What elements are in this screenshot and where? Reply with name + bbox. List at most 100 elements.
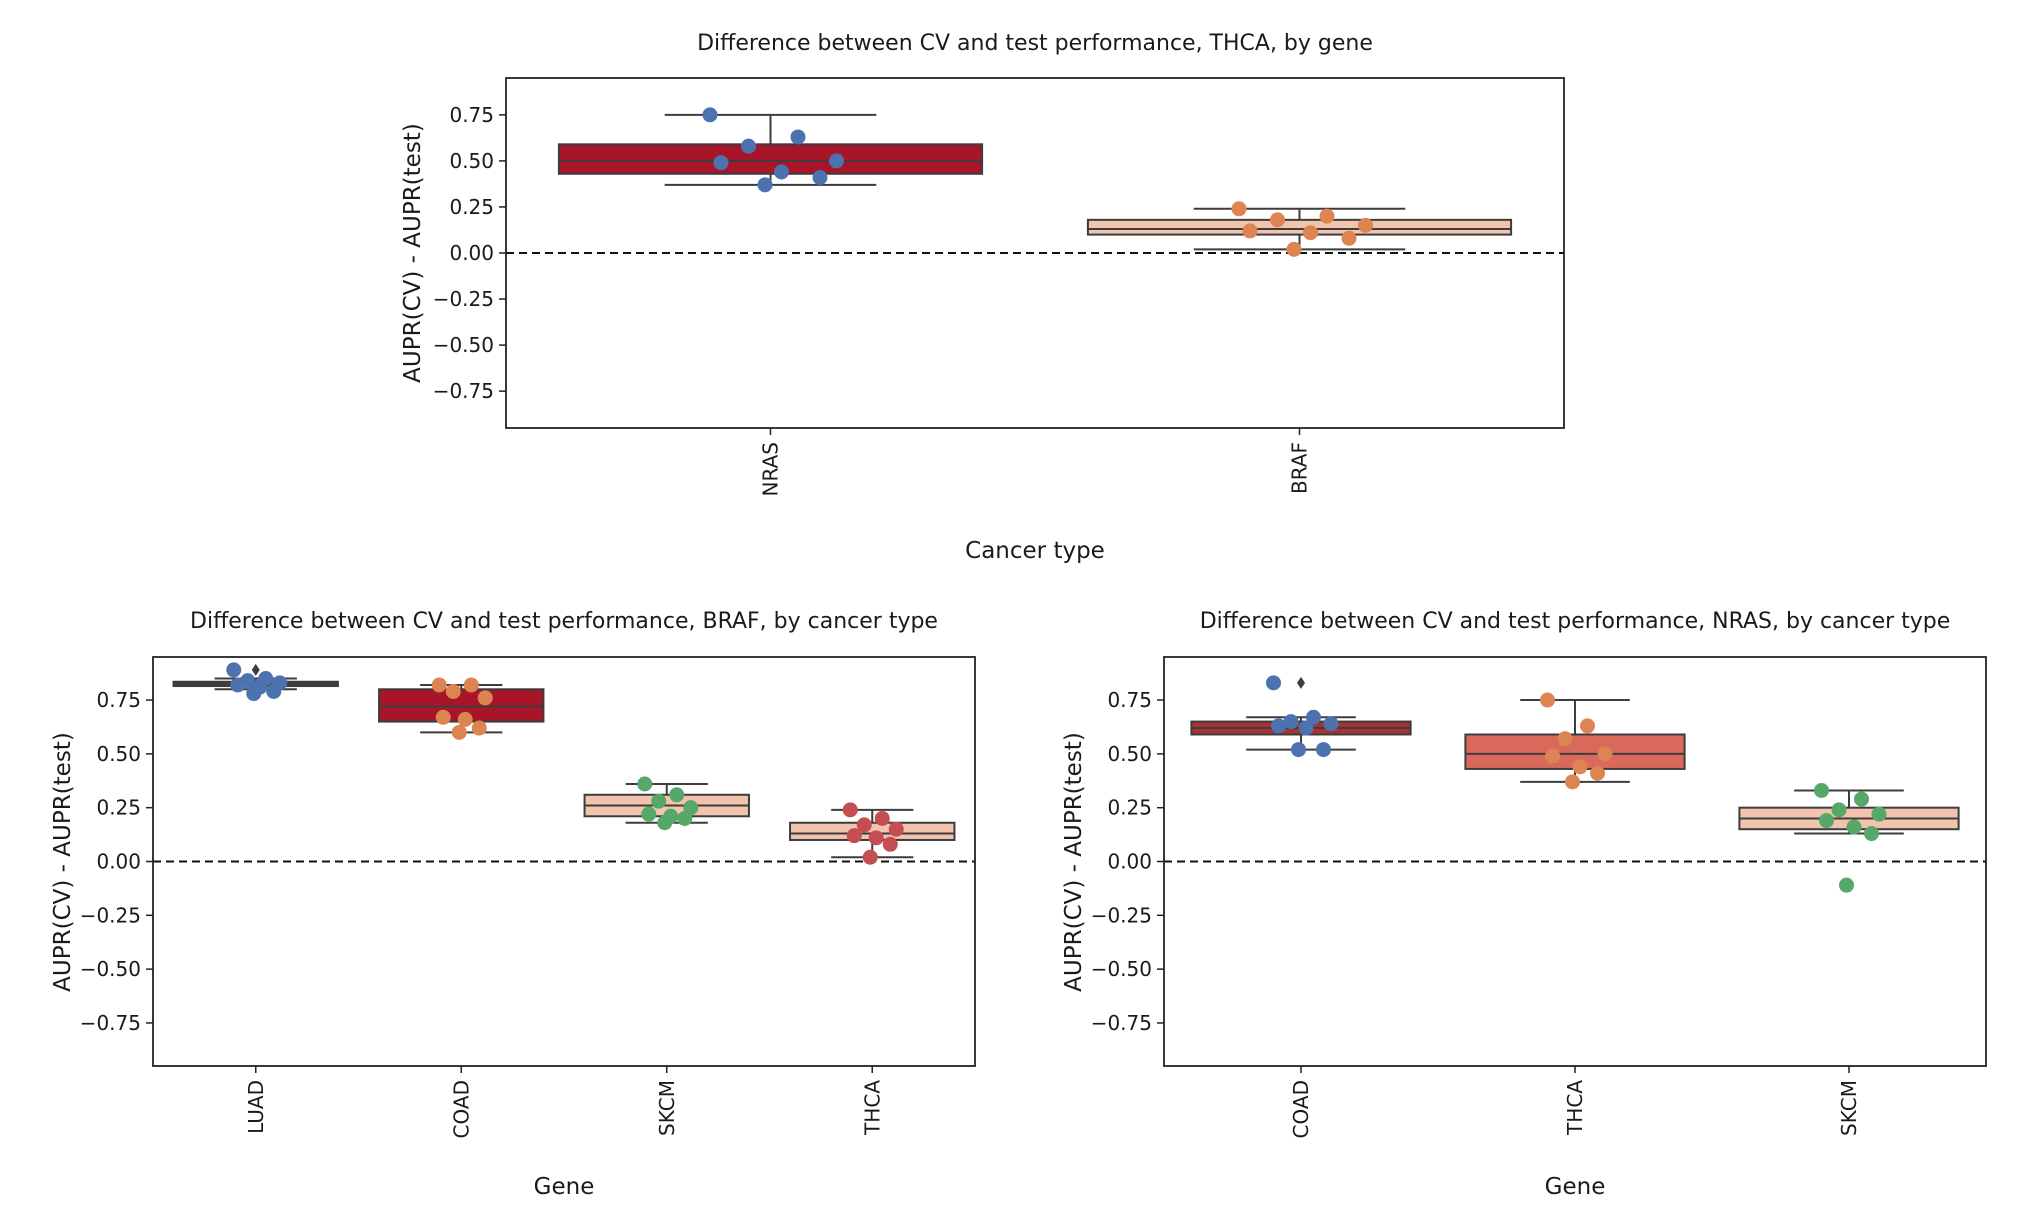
y-tick-label: 0.00 — [1107, 850, 1152, 874]
chart-title: Difference between CV and test performan… — [697, 31, 1373, 56]
axes-frame — [505, 77, 1565, 429]
data-point — [677, 810, 693, 826]
chart-title: Difference between CV and test performan… — [1200, 609, 1951, 634]
data-point — [651, 793, 667, 809]
data-point — [829, 153, 844, 169]
data-point — [874, 810, 890, 826]
y-tick-label: −0.50 — [1091, 957, 1152, 981]
data-point — [741, 138, 756, 154]
data-point — [1266, 675, 1281, 691]
data-point — [435, 709, 451, 725]
x-tick-label: BRAF — [1288, 442, 1312, 494]
data-point — [445, 683, 461, 699]
plot-area: −0.75 −0.50 −0.25 0.00 0.25 0.50 0.75 NRAS BRAF — [433, 77, 1565, 496]
data-point — [1286, 241, 1302, 257]
y-axis-label: AUPR(CV) - AUPR(test) — [400, 123, 426, 383]
data-point — [1271, 718, 1286, 734]
data-point — [790, 129, 806, 145]
data-point — [457, 711, 473, 727]
data-point — [1590, 765, 1605, 781]
x-tick-label: THCA — [860, 1080, 884, 1136]
data-point — [1565, 774, 1580, 790]
data-point — [1319, 208, 1335, 224]
data-point — [1572, 759, 1588, 775]
data-point — [230, 677, 246, 693]
data-point — [1864, 826, 1879, 842]
chart-thca-by-gene: Difference between CV and test performan… — [400, 31, 1565, 564]
data-point — [888, 821, 904, 837]
data-point — [856, 817, 872, 833]
data-point — [669, 787, 685, 803]
data-point — [812, 169, 828, 185]
data-point — [1270, 212, 1285, 228]
x-tick-label: LUAD — [244, 1080, 268, 1134]
data-point — [757, 177, 773, 193]
data-point — [1231, 201, 1247, 217]
data-point — [431, 677, 447, 693]
data-point — [641, 806, 657, 822]
y-tick-label: −0.25 — [80, 903, 141, 927]
x-tick-label: NRAS — [759, 442, 783, 496]
data-point — [1291, 742, 1306, 758]
data-point — [1540, 692, 1555, 708]
y-tick-label: 0.50 — [96, 742, 141, 766]
data-point — [713, 155, 729, 171]
y-axis-label: AUPR(CV) - AUPR(test) — [50, 732, 76, 992]
data-point — [1871, 806, 1887, 822]
y-tick-label: 0.25 — [1107, 796, 1152, 820]
data-point — [1316, 742, 1331, 758]
data-point — [1242, 223, 1258, 239]
chart-nras-by-cancer-type: Difference between CV and test performan… — [1061, 609, 1987, 1200]
y-tick-label: −0.75 — [80, 1011, 141, 1035]
data-point — [1597, 746, 1613, 762]
data-point — [702, 107, 718, 123]
x-tick-label: SKCM — [655, 1080, 679, 1136]
plot-area: −0.75 −0.50 −0.25 0.00 0.25 0.50 0.75 COAD THCA S… — [1091, 656, 1987, 1138]
y-tick-label: −0.50 — [433, 333, 494, 357]
data-point — [868, 830, 884, 846]
data-point — [1303, 225, 1318, 241]
data-point — [657, 815, 673, 831]
y-tick-label: 0.25 — [96, 796, 141, 820]
x-tick-label: THCA — [1563, 1080, 1587, 1136]
data-point — [1580, 718, 1595, 734]
data-point — [1831, 802, 1847, 818]
y-tick-label: −0.25 — [1091, 903, 1152, 927]
y-tick-label: 0.00 — [449, 241, 494, 265]
data-point — [1557, 731, 1573, 747]
x-axis-label: Gene — [1545, 1174, 1606, 1200]
data-point — [226, 662, 242, 678]
x-axis-label: Gene — [534, 1174, 595, 1200]
data-point — [1306, 709, 1321, 725]
data-point — [471, 720, 487, 736]
y-tick-label: −0.25 — [433, 287, 494, 311]
data-point — [451, 724, 467, 740]
data-point — [246, 686, 262, 702]
x-axis-label: Cancer type — [965, 538, 1105, 564]
plot-area: −0.75 −0.50 −0.25 0.00 0.25 0.50 0.75 LUAD COAD S… — [80, 656, 976, 1138]
y-tick-label: 0.50 — [1107, 742, 1152, 766]
x-tick-label: SKCM — [1837, 1080, 1861, 1136]
data-point — [1283, 714, 1299, 730]
chart-braf-by-cancer-type: Difference between CV and test performan… — [50, 609, 976, 1200]
data-point — [1298, 720, 1314, 736]
y-tick-label: 0.00 — [96, 850, 141, 874]
chart-title: Difference between CV and test performan… — [190, 609, 938, 634]
x-tick-label: COAD — [1289, 1080, 1313, 1138]
data-point — [842, 802, 858, 818]
axes-frame — [1163, 656, 1987, 1067]
data-point — [1846, 819, 1862, 835]
data-point — [637, 776, 653, 792]
data-point — [1358, 217, 1373, 233]
data-point — [463, 677, 479, 693]
y-tick-label: −0.50 — [80, 957, 141, 981]
outlier-marker — [251, 663, 260, 676]
outlier-marker — [1297, 676, 1305, 689]
y-tick-label: −0.75 — [1091, 1011, 1152, 1035]
box-iqr — [1086, 218, 1513, 236]
data-point — [1814, 782, 1829, 798]
y-axis-label: AUPR(CV) - AUPR(test) — [1061, 732, 1087, 992]
axes-frame — [152, 656, 976, 1067]
data-point — [477, 690, 493, 706]
data-point — [1819, 813, 1834, 829]
